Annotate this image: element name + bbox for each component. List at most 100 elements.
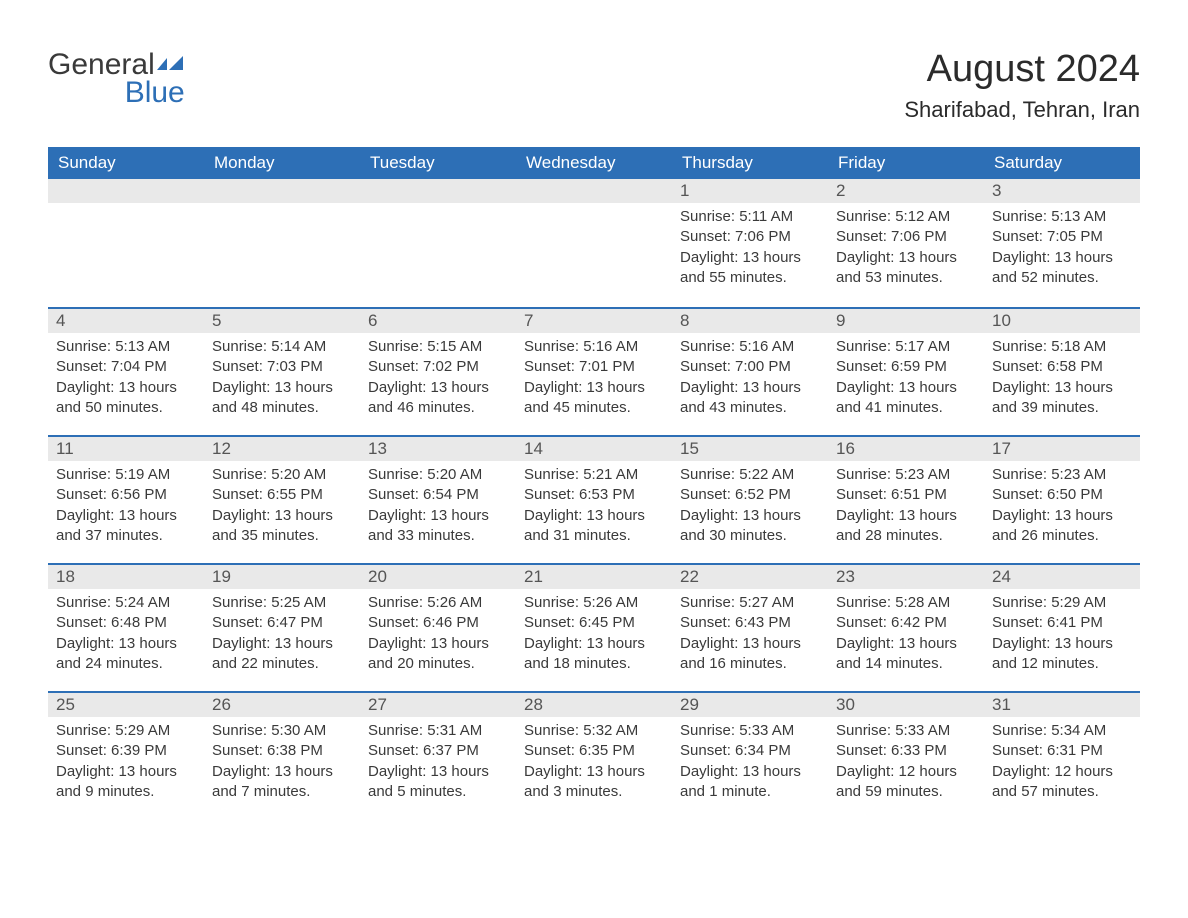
calendar-cell: 19Sunrise: 5:25 AMSunset: 6:47 PMDayligh… [204,563,360,691]
calendar-cell: 13Sunrise: 5:20 AMSunset: 6:54 PMDayligh… [360,435,516,563]
day-number: 9 [828,307,984,333]
calendar-cell: 18Sunrise: 5:24 AMSunset: 6:48 PMDayligh… [48,563,204,691]
day-number: 25 [48,691,204,717]
weekday-header: Friday [828,147,984,179]
calendar-cell: 7Sunrise: 5:16 AMSunset: 7:01 PMDaylight… [516,307,672,435]
calendar-cell: 9Sunrise: 5:17 AMSunset: 6:59 PMDaylight… [828,307,984,435]
calendar-cell: 16Sunrise: 5:23 AMSunset: 6:51 PMDayligh… [828,435,984,563]
calendar-row: 11Sunrise: 5:19 AMSunset: 6:56 PMDayligh… [48,435,1140,563]
day-number: 28 [516,691,672,717]
day-body: Sunrise: 5:34 AMSunset: 6:31 PMDaylight:… [984,717,1140,810]
day-body: Sunrise: 5:26 AMSunset: 6:45 PMDaylight:… [516,589,672,682]
day-number: 30 [828,691,984,717]
day-body: Sunrise: 5:27 AMSunset: 6:43 PMDaylight:… [672,589,828,682]
day-number: 6 [360,307,516,333]
calendar-cell: 22Sunrise: 5:27 AMSunset: 6:43 PMDayligh… [672,563,828,691]
day-body: Sunrise: 5:15 AMSunset: 7:02 PMDaylight:… [360,333,516,426]
calendar-cell: 21Sunrise: 5:26 AMSunset: 6:45 PMDayligh… [516,563,672,691]
day-number: 8 [672,307,828,333]
day-number: 10 [984,307,1140,333]
calendar-cell [516,179,672,307]
calendar-cell: 8Sunrise: 5:16 AMSunset: 7:00 PMDaylight… [672,307,828,435]
day-number: 12 [204,435,360,461]
day-number: 31 [984,691,1140,717]
title-block: August 2024 Sharifabad, Tehran, Iran [904,48,1140,123]
day-body: Sunrise: 5:32 AMSunset: 6:35 PMDaylight:… [516,717,672,810]
day-number: 3 [984,179,1140,203]
day-number: 16 [828,435,984,461]
day-body: Sunrise: 5:20 AMSunset: 6:54 PMDaylight:… [360,461,516,554]
weekday-header: Thursday [672,147,828,179]
calendar-row: 25Sunrise: 5:29 AMSunset: 6:39 PMDayligh… [48,691,1140,819]
day-body: Sunrise: 5:25 AMSunset: 6:47 PMDaylight:… [204,589,360,682]
day-number: 7 [516,307,672,333]
day-body: Sunrise: 5:22 AMSunset: 6:52 PMDaylight:… [672,461,828,554]
calendar-cell: 10Sunrise: 5:18 AMSunset: 6:58 PMDayligh… [984,307,1140,435]
day-number: 15 [672,435,828,461]
day-body: Sunrise: 5:23 AMSunset: 6:50 PMDaylight:… [984,461,1140,554]
day-body: Sunrise: 5:16 AMSunset: 7:00 PMDaylight:… [672,333,828,426]
calendar-cell [360,179,516,307]
calendar-cell: 12Sunrise: 5:20 AMSunset: 6:55 PMDayligh… [204,435,360,563]
day-number-empty [360,179,516,203]
header: General Blue August 2024 Sharifabad, Teh… [48,48,1140,123]
day-body: Sunrise: 5:11 AMSunset: 7:06 PMDaylight:… [672,203,828,296]
day-number: 17 [984,435,1140,461]
day-number: 4 [48,307,204,333]
day-body: Sunrise: 5:33 AMSunset: 6:34 PMDaylight:… [672,717,828,810]
day-number: 11 [48,435,204,461]
day-body: Sunrise: 5:33 AMSunset: 6:33 PMDaylight:… [828,717,984,810]
day-number: 18 [48,563,204,589]
day-number: 13 [360,435,516,461]
calendar-row: 4Sunrise: 5:13 AMSunset: 7:04 PMDaylight… [48,307,1140,435]
weekday-header: Wednesday [516,147,672,179]
day-body: Sunrise: 5:29 AMSunset: 6:39 PMDaylight:… [48,717,204,810]
day-number: 20 [360,563,516,589]
logo-text-2: Blue [48,76,185,110]
calendar-cell: 3Sunrise: 5:13 AMSunset: 7:05 PMDaylight… [984,179,1140,307]
day-number: 19 [204,563,360,589]
day-body: Sunrise: 5:20 AMSunset: 6:55 PMDaylight:… [204,461,360,554]
day-number-empty [516,179,672,203]
calendar-cell: 20Sunrise: 5:26 AMSunset: 6:46 PMDayligh… [360,563,516,691]
calendar-body: 1Sunrise: 5:11 AMSunset: 7:06 PMDaylight… [48,179,1140,819]
calendar-row: 1Sunrise: 5:11 AMSunset: 7:06 PMDaylight… [48,179,1140,307]
day-number: 26 [204,691,360,717]
day-number: 5 [204,307,360,333]
calendar-cell: 27Sunrise: 5:31 AMSunset: 6:37 PMDayligh… [360,691,516,819]
calendar-table: SundayMondayTuesdayWednesdayThursdayFrid… [48,147,1140,819]
calendar-cell: 4Sunrise: 5:13 AMSunset: 7:04 PMDaylight… [48,307,204,435]
calendar-cell: 15Sunrise: 5:22 AMSunset: 6:52 PMDayligh… [672,435,828,563]
day-body: Sunrise: 5:12 AMSunset: 7:06 PMDaylight:… [828,203,984,296]
day-number-empty [48,179,204,203]
day-body: Sunrise: 5:28 AMSunset: 6:42 PMDaylight:… [828,589,984,682]
calendar-cell: 17Sunrise: 5:23 AMSunset: 6:50 PMDayligh… [984,435,1140,563]
calendar-cell: 26Sunrise: 5:30 AMSunset: 6:38 PMDayligh… [204,691,360,819]
day-number: 24 [984,563,1140,589]
day-number: 29 [672,691,828,717]
day-body: Sunrise: 5:23 AMSunset: 6:51 PMDaylight:… [828,461,984,554]
day-body: Sunrise: 5:13 AMSunset: 7:04 PMDaylight:… [48,333,204,426]
day-body: Sunrise: 5:31 AMSunset: 6:37 PMDaylight:… [360,717,516,810]
calendar-cell: 29Sunrise: 5:33 AMSunset: 6:34 PMDayligh… [672,691,828,819]
day-body: Sunrise: 5:26 AMSunset: 6:46 PMDaylight:… [360,589,516,682]
calendar-cell: 5Sunrise: 5:14 AMSunset: 7:03 PMDaylight… [204,307,360,435]
day-body: Sunrise: 5:14 AMSunset: 7:03 PMDaylight:… [204,333,360,426]
calendar-cell: 2Sunrise: 5:12 AMSunset: 7:06 PMDaylight… [828,179,984,307]
weekday-header-row: SundayMondayTuesdayWednesdayThursdayFrid… [48,147,1140,179]
calendar-cell: 24Sunrise: 5:29 AMSunset: 6:41 PMDayligh… [984,563,1140,691]
calendar-cell: 28Sunrise: 5:32 AMSunset: 6:35 PMDayligh… [516,691,672,819]
calendar-cell: 30Sunrise: 5:33 AMSunset: 6:33 PMDayligh… [828,691,984,819]
day-number: 2 [828,179,984,203]
day-number: 21 [516,563,672,589]
calendar-cell: 14Sunrise: 5:21 AMSunset: 6:53 PMDayligh… [516,435,672,563]
calendar-cell: 11Sunrise: 5:19 AMSunset: 6:56 PMDayligh… [48,435,204,563]
day-body: Sunrise: 5:18 AMSunset: 6:58 PMDaylight:… [984,333,1140,426]
day-body: Sunrise: 5:16 AMSunset: 7:01 PMDaylight:… [516,333,672,426]
calendar-row: 18Sunrise: 5:24 AMSunset: 6:48 PMDayligh… [48,563,1140,691]
day-body: Sunrise: 5:30 AMSunset: 6:38 PMDaylight:… [204,717,360,810]
calendar-cell [204,179,360,307]
weekday-header: Saturday [984,147,1140,179]
weekday-header: Monday [204,147,360,179]
day-number: 23 [828,563,984,589]
